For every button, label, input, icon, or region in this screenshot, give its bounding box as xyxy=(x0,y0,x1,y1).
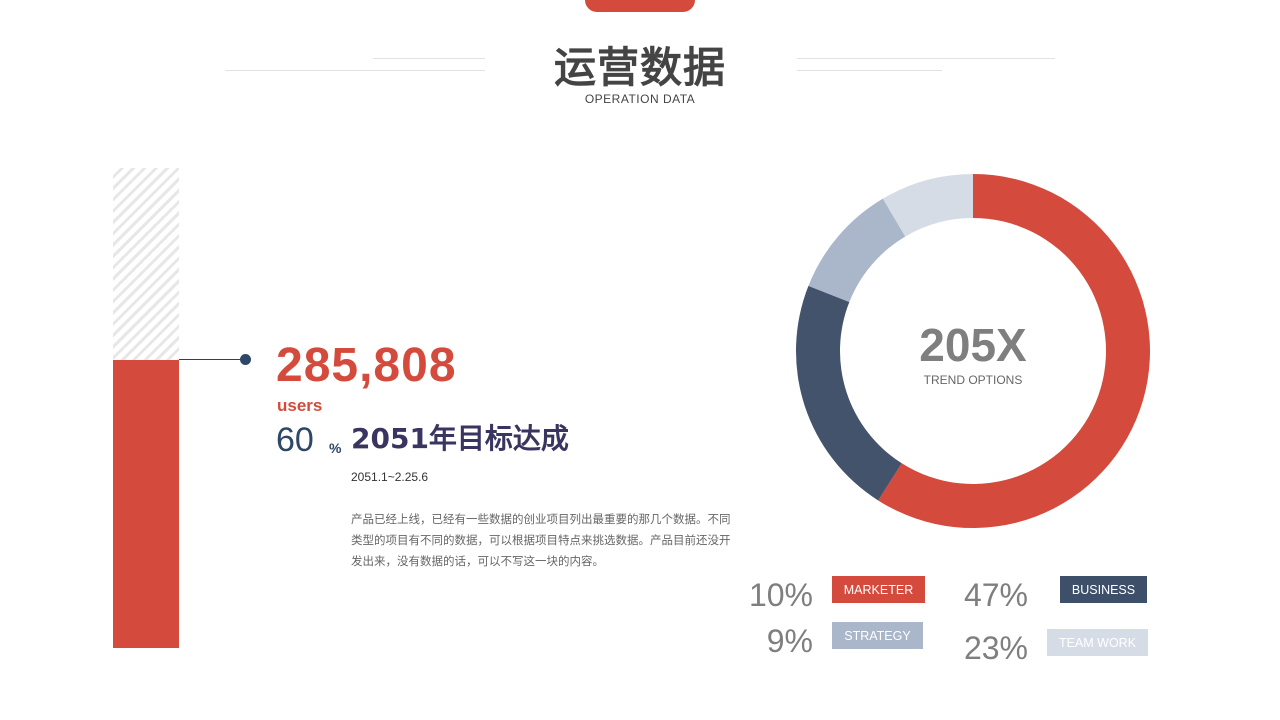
donut-center-label: TREND OPTIONS xyxy=(923,373,1023,387)
connector-dot xyxy=(240,354,251,365)
page-subtitle: OPERATION DATA xyxy=(584,92,696,106)
legend-label-marketer: MARKETER xyxy=(832,576,925,603)
top-tab xyxy=(585,0,695,12)
donut-center-value: 205X xyxy=(919,319,1027,371)
divider-left-long xyxy=(225,70,485,71)
legend-percent-strategy: 9% xyxy=(766,623,813,659)
legend-label-business: BUSINESS xyxy=(1060,576,1147,603)
divider-left-short xyxy=(373,58,485,59)
legend-percent-marketer: 10% xyxy=(748,577,813,613)
legend-percent-teamwork: 23% xyxy=(963,630,1028,666)
legend-label-teamwork: TEAM WORK xyxy=(1047,629,1148,656)
divider-right-long xyxy=(797,58,1055,59)
donut-chart xyxy=(796,174,1150,528)
date-range: 2051.1~2.25.6 xyxy=(351,470,429,484)
user-count: 285,808 xyxy=(276,339,457,392)
donut-segment-1 xyxy=(796,285,902,501)
user-count-unit: users xyxy=(277,396,323,415)
progress-bar-fill xyxy=(113,360,179,648)
goal-title: 2051年目标达成 xyxy=(351,422,569,455)
legend-label-strategy: STRATEGY xyxy=(832,622,923,649)
donut-segment-2 xyxy=(808,198,906,303)
description: 产品已经上线，已经有一些数据的创业项目列出最重要的那几个数据。不同类型的项目有不… xyxy=(351,512,731,568)
progress-percent-sign: % xyxy=(329,440,342,456)
connector-line xyxy=(179,359,245,360)
page-title: 运营数据 xyxy=(553,43,726,92)
progress-percent: 60 xyxy=(276,421,314,459)
divider-right-short xyxy=(797,70,942,71)
legend-percent-business: 47% xyxy=(963,577,1028,613)
donut-segment-0 xyxy=(878,174,1150,528)
donut-segment-3 xyxy=(882,174,973,237)
